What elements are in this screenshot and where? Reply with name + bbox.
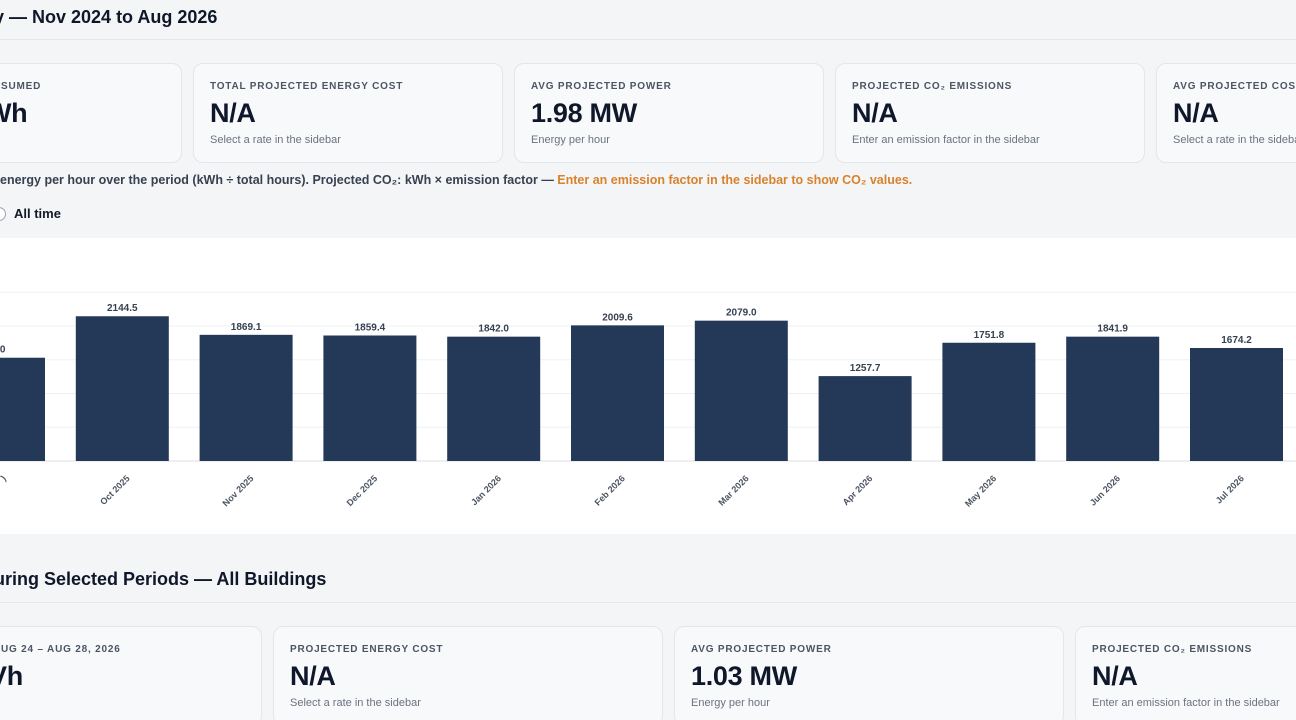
bar-value-label: 1674.2	[1221, 335, 1252, 346]
bar-value-label: 1869.1	[231, 322, 262, 333]
kpi-subtext: Select a rate in the sideba	[1173, 134, 1296, 146]
kpi-card-period-avg-power: AVG PROJECTED POWER 1.03 MW Energy per h…	[674, 626, 1064, 720]
kpi-card-energy-consumed: SUMED Wh	[0, 63, 182, 163]
chart-bar[interactable]	[199, 334, 293, 461]
kpi-card-total-projected-cost: TOTAL PROJECTED ENERGY COST N/A Select a…	[193, 63, 503, 163]
kpi-label: AVG PROJECTED COST P	[1173, 81, 1296, 92]
data-labels: 0.0 2144.5 1869.1 1859.4 1842.0 2009.6 2079.0 1…	[0, 303, 1252, 374]
x-tick-label: Oct 2025	[98, 473, 132, 507]
x-tick-label: Nov 2025	[220, 473, 255, 508]
chart-bar[interactable]	[75, 316, 169, 461]
section-divider	[0, 39, 1296, 40]
kpi-subtext: Select a rate in the sidebar	[210, 134, 341, 146]
kpi-card-avg-projected-power: AVG PROJECTED POWER 1.98 MW Energy per h…	[514, 63, 824, 163]
bar-value-label: 0.0	[0, 345, 6, 356]
section-divider	[0, 602, 1296, 603]
kpi-subtext: Energy per hour	[691, 697, 770, 709]
kpi-subtext: Enter an emission factor in the sidebar	[852, 134, 1040, 146]
kpi-value: N/A	[290, 661, 336, 691]
kpi-label: PROJECTED CO₂ EMISSIONS	[852, 81, 1013, 92]
monthly-energy-chart: 0.0 2144.5 1869.1 1859.4 1842.0 2009.6 2079.0 1…	[0, 238, 1296, 534]
kpi-label: PROJECTED CO₂ EMISSIONS	[1092, 644, 1253, 655]
chart-bar[interactable]	[323, 335, 417, 461]
kpi-value: 1.03 MW	[691, 661, 797, 691]
kpi-label: AVG PROJECTED POWER	[531, 81, 672, 92]
kpi-card-projected-co2: PROJECTED CO₂ EMISSIONS N/A Enter an emi…	[835, 63, 1145, 163]
bars	[0, 316, 1283, 461]
emission-factor-warning: Enter an emission factor in the sidebar …	[557, 173, 913, 187]
bar-value-label: 1842.0	[478, 324, 509, 335]
bar-value-label: 1257.7	[850, 363, 881, 374]
chart-bar[interactable]	[818, 376, 912, 461]
bar-value-label: 1751.8	[974, 330, 1005, 341]
kpi-card-period-co2: PROJECTED CO₂ EMISSIONS N/A Enter an emi…	[1075, 626, 1296, 720]
kpi-label: TOTAL PROJECTED ENERGY COST	[210, 81, 404, 92]
kpi-value: N/A	[1092, 661, 1138, 691]
bar-value-label: 1841.9	[1097, 324, 1128, 335]
kpi-card-period-energy: UG 24 – AUG 28, 2026 Vh	[0, 626, 262, 720]
x-tick-label: )	[0, 473, 8, 482]
bar-chart-svg: 0.0 2144.5 1869.1 1859.4 1842.0 2009.6 2079.0 1…	[0, 291, 1296, 509]
kpi-subtext: Select a rate in the sidebar	[290, 697, 421, 709]
x-tick-label: Jan 2026	[469, 473, 503, 507]
kpi-value: Vh	[0, 661, 23, 691]
kpi-label: SUMED	[1, 81, 42, 92]
chart-bar[interactable]	[447, 336, 541, 461]
kpi-label: UG 24 – AUG 28, 2026	[1, 644, 121, 655]
chart-bar[interactable]	[694, 320, 788, 461]
x-tick-label: Jun 2026	[1088, 473, 1122, 507]
kpi-card-avg-projected-cost: AVG PROJECTED COST P N/A Select a rate i…	[1156, 63, 1296, 163]
radio-button[interactable]	[0, 206, 6, 221]
chart-bar[interactable]	[1190, 347, 1283, 461]
bar-value-label: 1859.4	[355, 322, 386, 333]
kpi-card-projected-energy-cost: PROJECTED ENERGY COST N/A Select a rate …	[273, 626, 663, 720]
bar-value-label: 2144.5	[107, 303, 138, 314]
x-tick-label: Mar 2026	[716, 473, 750, 507]
x-tick-labels: ) Oct 2025 Nov 2025 Dec 2025 Jan 2026 Feb 202…	[0, 473, 1246, 508]
chart-bar[interactable]	[571, 325, 664, 461]
kpi-value: 1.98 MW	[531, 98, 637, 128]
radio-label-all-time: All time	[14, 206, 61, 221]
x-tick-label: Jul 2026	[1214, 473, 1246, 505]
kpi-value: Wh	[0, 98, 28, 128]
x-tick-label: Apr 2026	[841, 473, 875, 507]
kpi-label: AVG PROJECTED POWER	[691, 644, 832, 655]
x-tick-label: May 2026	[963, 473, 998, 508]
chart-bar[interactable]	[942, 342, 1036, 461]
kpi-subtext: Enter an emission factor in the sidebar	[1092, 697, 1280, 709]
calculation-note: energy per hour over the period (kWh ÷ t…	[0, 173, 912, 187]
section-title-selected-periods: uring Selected Periods — All Buildings	[0, 569, 327, 589]
chart-bar[interactable]	[1066, 336, 1160, 461]
note-text: energy per hour over the period (kWh ÷ t…	[0, 173, 558, 187]
section-title-period: y — Nov 2024 to Aug 2026	[0, 7, 218, 27]
kpi-value: N/A	[852, 98, 898, 128]
bar-value-label: 2079.0	[726, 308, 757, 319]
range-option-all-time[interactable]: All time	[0, 206, 61, 221]
kpi-subtext: Energy per hour	[531, 134, 610, 146]
kpi-value: N/A	[210, 98, 256, 128]
x-tick-label: Dec 2025	[345, 473, 380, 508]
x-tick-label: Feb 2026	[593, 473, 627, 507]
bar-value-label: 2009.6	[602, 312, 633, 323]
chart-bar[interactable]	[0, 357, 45, 461]
kpi-value: N/A	[1173, 98, 1219, 128]
kpi-label: PROJECTED ENERGY COST	[290, 644, 444, 655]
